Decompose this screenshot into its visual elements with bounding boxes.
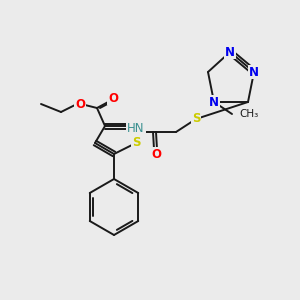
- Text: HN: HN: [127, 122, 145, 136]
- Text: N: N: [225, 46, 235, 59]
- Text: S: S: [132, 136, 140, 149]
- Text: O: O: [75, 98, 85, 110]
- Text: N: N: [249, 65, 259, 79]
- Text: CH₃: CH₃: [239, 109, 258, 119]
- Text: O: O: [108, 92, 118, 104]
- Text: N: N: [209, 95, 219, 109]
- Text: S: S: [192, 112, 200, 125]
- Text: O: O: [151, 148, 161, 160]
